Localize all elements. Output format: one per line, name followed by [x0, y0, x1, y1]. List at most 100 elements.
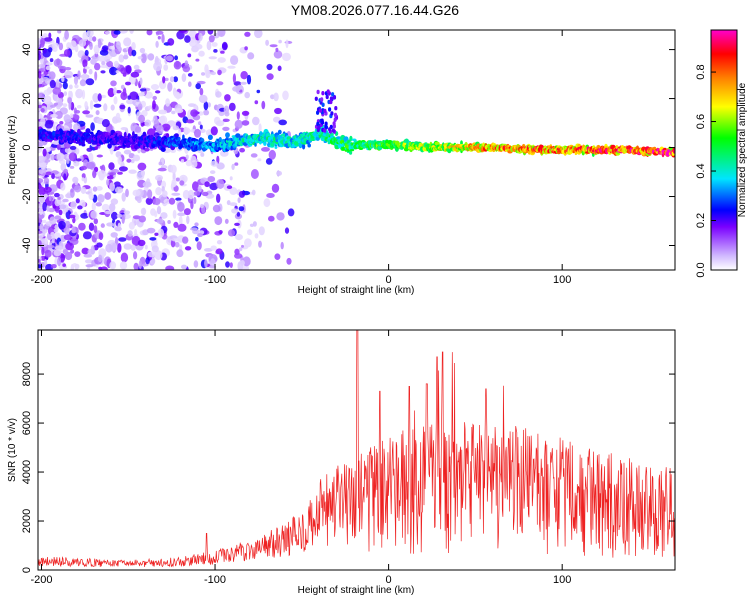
snr-x-ticks: -200 -100 0 100: [30, 330, 571, 586]
spectrogram-cell: [216, 81, 224, 86]
spectrogram-cell: [186, 119, 195, 124]
spectrogram-cell: [93, 218, 99, 225]
spectrogram-cell: [113, 181, 121, 187]
spectrogram-cell: [43, 193, 48, 199]
spectrogram-cell: [169, 76, 175, 83]
spectrogram-cell: [38, 141, 44, 148]
spectrogram-cell: [168, 197, 176, 205]
x-tick-label: 100: [553, 274, 571, 286]
spectrogram-cell: [277, 65, 282, 72]
spectrogram-cell: [195, 83, 201, 90]
spectrogram-cell: [223, 105, 230, 115]
spectrogram-cell: [273, 92, 279, 102]
spectrogram-cell: [258, 226, 265, 236]
spectrogram-cell: [183, 208, 191, 216]
spectrogram-y-label: Frequency (Hz): [7, 116, 18, 185]
spectrogram-cell: [38, 213, 45, 220]
spectrogram-cell: [114, 226, 122, 232]
spectrogram-cell: [321, 102, 325, 108]
snr-clip: [38, 330, 675, 568]
spectrogram-cell: [123, 54, 129, 60]
spectrogram-cell: [229, 187, 238, 195]
spectrogram-cell: [93, 44, 100, 55]
spectrogram-cell: [69, 113, 74, 118]
y-tick-label: 4000: [21, 460, 33, 484]
spectrogram-cell: [50, 154, 55, 161]
spectrogram-cell: [70, 187, 75, 198]
spectrogram-cell: [235, 234, 243, 241]
spectrogram-cell: [58, 220, 66, 230]
spectrogram-cell: [75, 214, 80, 221]
x-tick-label: -100: [204, 574, 226, 586]
spectrogram-cell: [198, 50, 205, 57]
spectrogram-cell: [43, 186, 52, 193]
spectrogram-cell: [54, 257, 58, 267]
spectrogram-cell: [113, 30, 121, 35]
spectrogram-cell: [38, 259, 41, 263]
spectrogram-cell: [158, 109, 168, 115]
spectrogram-cell: [198, 94, 208, 104]
spectrogram-cell: [74, 185, 82, 193]
spectrogram-cell: [179, 180, 185, 186]
spectrogram-cell: [152, 100, 156, 110]
spectrogram-cell: [88, 152, 94, 163]
spectrogram-cell: [217, 69, 222, 76]
spectrogram-cell: [155, 90, 161, 94]
snr-x-label: Height of straight line (km): [298, 585, 415, 596]
spectrogram-cell: [152, 197, 161, 206]
spectrogram-cell: [321, 91, 325, 96]
spectrogram-cell: [207, 102, 211, 108]
spectrogram-cell: [167, 82, 173, 92]
spectrogram-cell: [46, 245, 55, 249]
spectrogram-cell: [131, 49, 137, 57]
spectrogram-cell: [69, 84, 73, 90]
spectrogram-cell: [117, 155, 122, 165]
spectrogram-cell: [215, 120, 225, 127]
spectrogram-cell: [171, 110, 176, 115]
spectrogram-cell: [268, 149, 276, 160]
spectrogram-cell: [167, 38, 175, 46]
spectrogram-cell: [38, 230, 43, 234]
spectrogram-cell: [38, 104, 42, 109]
spectrogram-cell: [137, 239, 146, 247]
spectrogram-cell: [201, 191, 209, 197]
spectrogram-cell: [316, 89, 320, 95]
spectrogram-cell: [109, 182, 115, 192]
spectrogram-cell: [130, 71, 140, 78]
spectrogram-cell: [76, 158, 82, 162]
spectrogram-cell: [210, 170, 216, 175]
spectrogram-cell: [72, 176, 79, 184]
spectrogram-cell: [182, 65, 191, 73]
spectrogram-cell: [49, 79, 56, 89]
spectrogram-cell: [82, 139, 85, 145]
spectrogram-cell: [80, 212, 89, 219]
spectrogram-cell: [152, 95, 157, 101]
spectrogram-cell: [52, 141, 60, 145]
spectrogram-cell: [40, 77, 50, 82]
spectrogram-cell: [107, 87, 115, 98]
spectrogram-cell: [263, 198, 271, 208]
spectrogram-cell: [95, 110, 100, 116]
spectrogram-cell: [261, 147, 270, 152]
spectrogram-cell: [266, 73, 274, 80]
spectrogram-cell: [238, 247, 243, 252]
spectrogram-cell: [86, 162, 95, 169]
spectrogram-cell: [197, 185, 202, 193]
spectrogram-cell: [59, 204, 67, 210]
spectrogram-cell: [125, 65, 132, 74]
y-tick-label: 40: [21, 43, 33, 55]
spectrogram-cell: [50, 113, 58, 118]
spectrogram-cell: [274, 107, 282, 115]
spectrogram-cell: [222, 126, 230, 131]
spectrogram-cell: [229, 176, 233, 181]
spectrogram-cell: [123, 149, 132, 155]
spectrogram-cell: [155, 40, 159, 48]
spectrogram-cell: [137, 147, 141, 154]
spectrogram-cell: [320, 118, 324, 123]
spectrogram-cell: [88, 222, 95, 231]
spectrogram-cell: [224, 218, 229, 224]
spectrogram-cell: [250, 169, 259, 179]
